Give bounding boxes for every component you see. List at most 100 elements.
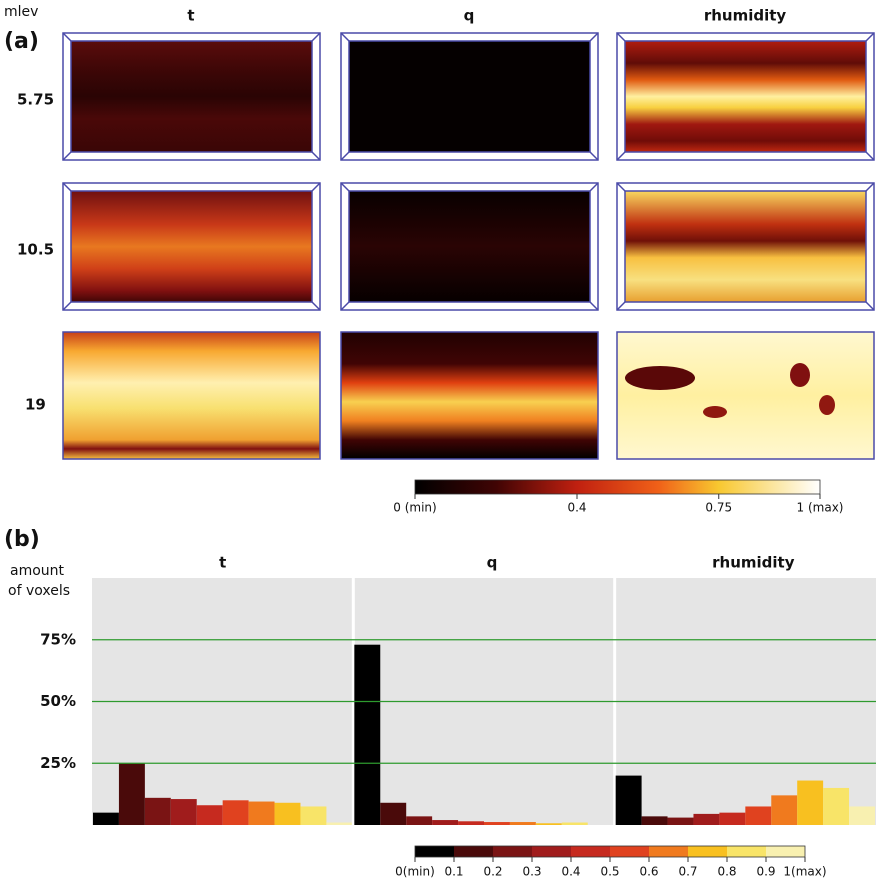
- frame-edge: [340, 32, 350, 42]
- bar: [118, 763, 145, 825]
- bar: [771, 795, 798, 825]
- map-frame: [340, 182, 599, 311]
- colorbar-tick-label: 0.4: [567, 501, 586, 515]
- map-frame: [616, 331, 875, 460]
- colorbar-swatch: [727, 846, 766, 857]
- map-frame: [70, 190, 313, 303]
- bar: [326, 822, 353, 825]
- colorbar-tick-label: 0.4: [561, 865, 580, 879]
- bar: [693, 813, 720, 825]
- row-label: 5.75: [17, 91, 54, 109]
- column-title: t: [187, 7, 194, 25]
- map-frame: [62, 32, 321, 161]
- colorbar-swatch: [766, 846, 805, 857]
- row-label: 19: [25, 396, 46, 414]
- map: [625, 41, 866, 152]
- colorbar-tick-label: 0.6: [639, 865, 658, 879]
- frame-edge: [589, 151, 599, 161]
- bar: [509, 822, 536, 825]
- colorbar-tick-label: 0.2: [483, 865, 502, 879]
- map: [349, 191, 590, 302]
- rh3-blobs: [625, 363, 835, 418]
- row-label: 10.5: [17, 241, 54, 259]
- colorbar-tick-label: 1(max): [783, 865, 826, 879]
- frame-edge: [616, 182, 626, 192]
- colorbar-tick-label: 0(min): [395, 865, 435, 879]
- panel-title: t: [219, 554, 226, 572]
- colorbar-tick-label: 0.3: [522, 865, 541, 879]
- bar: [170, 799, 197, 825]
- frame-edge: [616, 151, 626, 161]
- colorbar-tick-label: 0.1: [444, 865, 463, 879]
- colorbar-swatch: [415, 846, 454, 857]
- frame-edge: [616, 301, 626, 311]
- bar: [380, 802, 407, 825]
- colorbar-swatch: [649, 846, 688, 857]
- colorbar-tick-label: 0.75: [705, 501, 732, 515]
- colorbar-swatch: [454, 846, 493, 857]
- colorbar-tick-label: 0.5: [600, 865, 619, 879]
- colorbar-swatch: [493, 846, 532, 857]
- bar: [432, 820, 459, 825]
- bar: [745, 806, 772, 825]
- bar: [561, 822, 588, 825]
- map-frame: [624, 40, 867, 153]
- map-frame: [340, 32, 599, 161]
- bar: [300, 806, 327, 825]
- y-tick-label: 75%: [40, 630, 76, 648]
- frame-edge: [311, 151, 321, 161]
- bar: [458, 821, 484, 825]
- frame-edge: [311, 32, 321, 42]
- map-frame: [62, 331, 321, 460]
- map-frame: [62, 182, 321, 311]
- colorbar-swatch: [532, 846, 571, 857]
- map: [349, 41, 590, 152]
- y-axis-label: amount: [10, 563, 65, 579]
- frame-edge: [62, 182, 72, 192]
- frame-edge: [589, 301, 599, 311]
- panel-title: rhumidity: [712, 554, 795, 572]
- map: [71, 191, 312, 302]
- frame-edge: [865, 182, 875, 192]
- column-title: rhumidity: [704, 7, 787, 25]
- colorbar-swatch: [688, 846, 727, 857]
- bar: [615, 775, 642, 825]
- frame-edge: [311, 182, 321, 192]
- frame-edge: [340, 182, 350, 192]
- frame-edge: [311, 301, 321, 311]
- bar: [719, 812, 746, 825]
- colorbar-tick-label: 0.8: [717, 865, 736, 879]
- colorbar-ticks: 0 (min) 0.4 0.75 1 (max): [393, 494, 843, 515]
- column-title: q: [464, 7, 475, 25]
- frame-edge: [616, 32, 626, 42]
- map-frame: [348, 190, 591, 303]
- frame-edge: [62, 151, 72, 161]
- bar: [222, 800, 249, 825]
- colorbar-swatch: [571, 846, 610, 857]
- colorbar-tick-label: 0.7: [678, 865, 697, 879]
- maps: [62, 32, 875, 460]
- frame-edge: [589, 182, 599, 192]
- map-frame: [70, 40, 313, 153]
- bar: [484, 822, 510, 825]
- y-tick-label: 25%: [40, 754, 76, 772]
- bar: [93, 812, 119, 825]
- y-axis-label: of voxels: [8, 583, 70, 599]
- frame-edge: [865, 151, 875, 161]
- bar: [849, 806, 875, 825]
- map-frame: [348, 40, 591, 153]
- bar: [797, 780, 824, 825]
- frame-edge: [340, 151, 350, 161]
- map: [617, 332, 874, 459]
- bar: [823, 787, 850, 825]
- map-frame: [624, 190, 867, 303]
- panel-label: (a): [4, 29, 39, 54]
- map-frame: [616, 182, 875, 311]
- frame-edge: [589, 32, 599, 42]
- bar: [535, 823, 562, 825]
- frame-edge: [62, 32, 72, 42]
- y-tick-label: 50%: [40, 692, 76, 710]
- frame-edge: [62, 301, 72, 311]
- map: [625, 191, 866, 302]
